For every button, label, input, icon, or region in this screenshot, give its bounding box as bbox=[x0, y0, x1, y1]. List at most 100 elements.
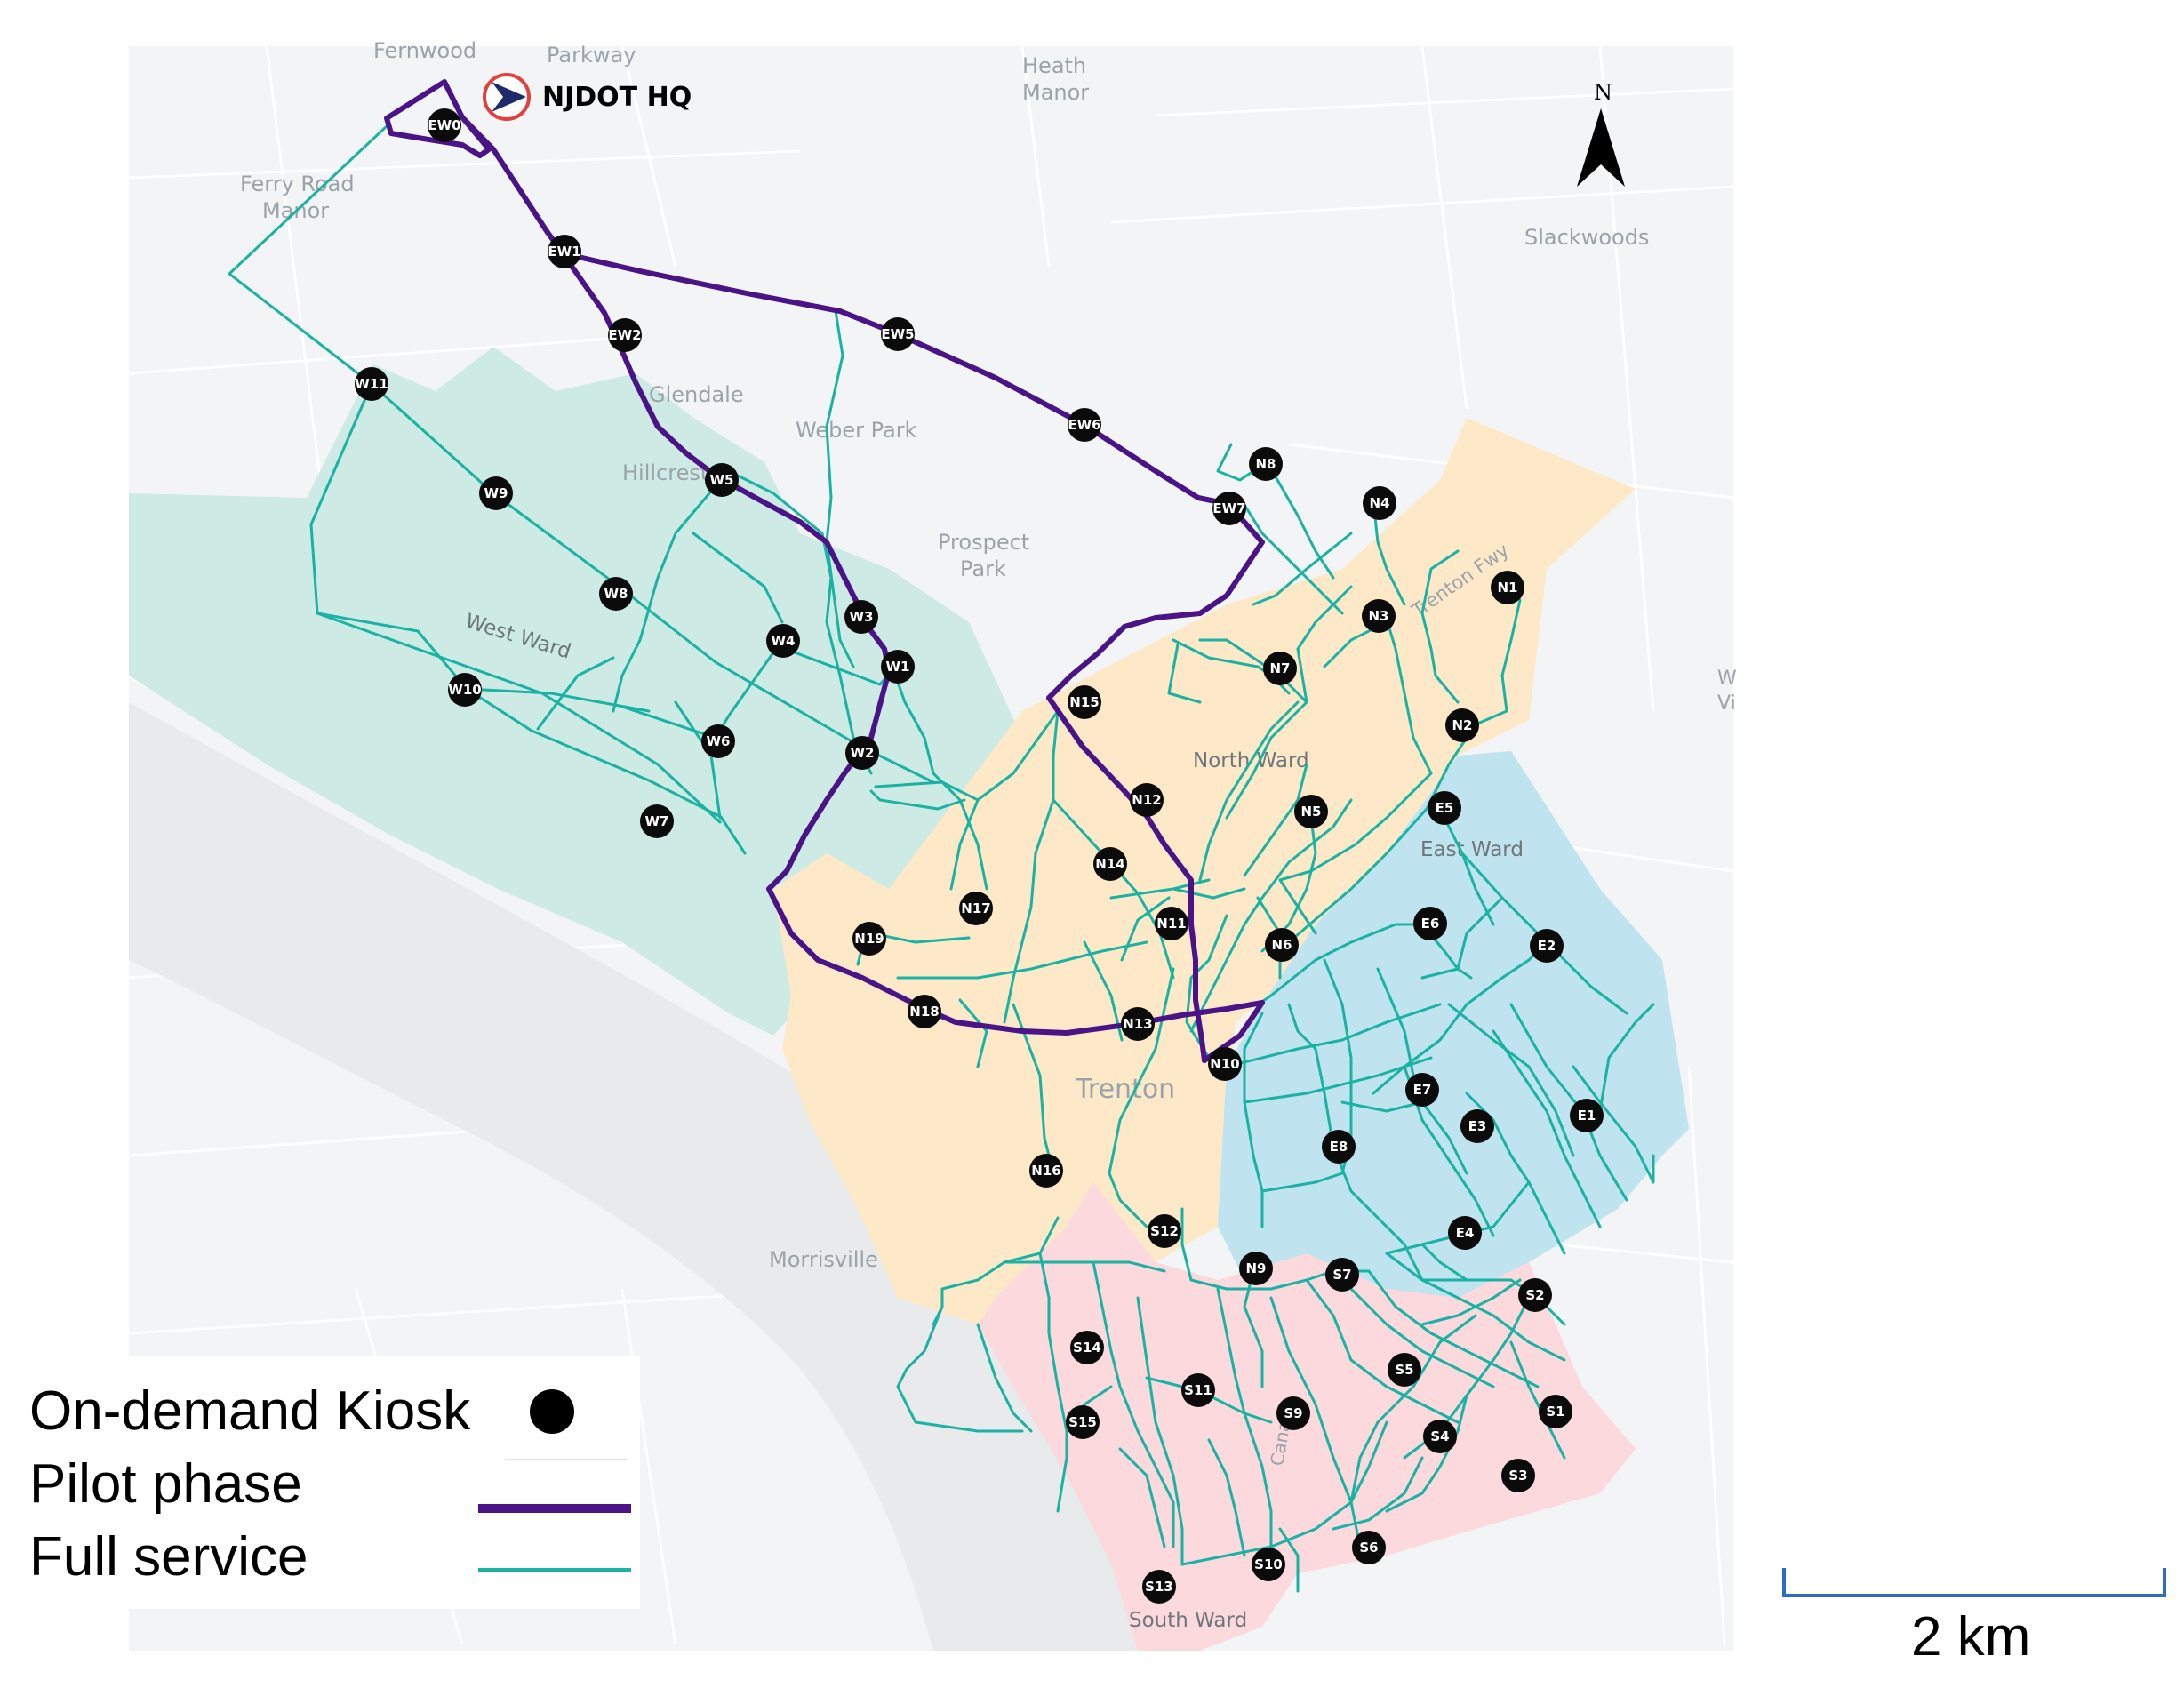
legend-kiosk-label: On-demand Kiosk bbox=[29, 1380, 471, 1442]
kiosk-dot bbox=[1068, 408, 1101, 442]
kiosk-label: S7 bbox=[1332, 1267, 1351, 1283]
kiosk-label: E6 bbox=[1421, 916, 1440, 932]
place-label: Park bbox=[960, 556, 1006, 581]
legend-full-label: Full service bbox=[29, 1526, 308, 1588]
kiosk-dot bbox=[1491, 571, 1524, 604]
kiosk-marker: S15 bbox=[1066, 1405, 1100, 1439]
kiosk-marker: N4 bbox=[1363, 486, 1396, 520]
kiosk-dot bbox=[1322, 1130, 1356, 1164]
kiosk-marker: N12 bbox=[1130, 783, 1164, 817]
kiosk-marker: W8 bbox=[599, 577, 633, 611]
kiosk-marker: EW7 bbox=[1212, 492, 1246, 525]
kiosk-dot bbox=[1029, 1154, 1063, 1188]
kiosk-marker: N14 bbox=[1093, 847, 1127, 881]
kiosk-dot bbox=[1325, 1258, 1359, 1292]
kiosk-marker: W5 bbox=[705, 463, 739, 497]
kiosk-marker: N15 bbox=[1068, 685, 1101, 719]
kiosk-label: W6 bbox=[707, 733, 731, 749]
place-label: Trenton bbox=[1075, 1074, 1175, 1105]
place-label: W bbox=[1717, 668, 1737, 690]
legend-pilot-label: Pilot phase bbox=[29, 1453, 302, 1515]
kiosk-marker: S1 bbox=[1539, 1395, 1572, 1428]
kiosk-marker: W7 bbox=[640, 804, 674, 838]
kiosk-dot bbox=[1448, 1216, 1482, 1250]
kiosk-label: S6 bbox=[1359, 1540, 1378, 1556]
kiosk-marker: S9 bbox=[1276, 1396, 1310, 1430]
kiosk-marker: E1 bbox=[1570, 1099, 1604, 1132]
kiosk-dot bbox=[908, 995, 941, 1028]
kiosk-dot bbox=[1239, 1252, 1273, 1285]
north-label: N bbox=[1594, 80, 1612, 105]
kiosk-label: S9 bbox=[1284, 1405, 1302, 1421]
kiosk-marker: S3 bbox=[1501, 1459, 1535, 1492]
kiosk-dot bbox=[448, 673, 482, 707]
scale-bar-line bbox=[1782, 1568, 2166, 1597]
kiosk-label: S5 bbox=[1395, 1362, 1413, 1378]
kiosk-label: EW6 bbox=[1068, 417, 1100, 433]
kiosk-marker: W2 bbox=[845, 736, 879, 770]
kiosk-dot bbox=[1460, 1109, 1494, 1143]
kiosk-dot bbox=[1276, 1396, 1310, 1430]
kiosk-marker: S10 bbox=[1252, 1548, 1285, 1581]
kiosk-dot bbox=[1530, 929, 1564, 963]
kiosk-dot bbox=[1362, 599, 1396, 633]
kiosk-marker: S13 bbox=[1142, 1570, 1176, 1604]
kiosk-dot bbox=[1142, 1570, 1176, 1604]
kiosk-label: N14 bbox=[1095, 856, 1124, 872]
kiosk-label: W1 bbox=[886, 659, 910, 675]
kiosk-marker: N19 bbox=[852, 922, 886, 956]
kiosk-dot bbox=[844, 600, 878, 634]
kiosk-marker: S14 bbox=[1070, 1331, 1104, 1364]
kiosk-label: E4 bbox=[1456, 1225, 1475, 1241]
kiosk-dot bbox=[1148, 1214, 1181, 1248]
kiosk-dot bbox=[428, 108, 461, 142]
kiosk-dot bbox=[1249, 447, 1283, 481]
kiosk-marker: W4 bbox=[766, 624, 800, 658]
kiosk-label: N2 bbox=[1452, 717, 1473, 733]
kiosk-dot bbox=[479, 476, 513, 510]
kiosk-marker: N2 bbox=[1445, 708, 1479, 742]
kiosk-label: S1 bbox=[1546, 1404, 1564, 1420]
kiosk-marker: EW0 bbox=[428, 108, 461, 142]
kiosk-marker: S6 bbox=[1352, 1531, 1386, 1564]
kiosk-dot bbox=[1252, 1548, 1285, 1581]
kiosk-marker: W3 bbox=[844, 600, 878, 634]
pilot-phase-route bbox=[384, 79, 1265, 1063]
kiosk-label: E8 bbox=[1330, 1139, 1348, 1155]
kiosk-label: W3 bbox=[850, 609, 874, 625]
kiosk-dot bbox=[705, 463, 739, 497]
kiosk-dot bbox=[1539, 1395, 1572, 1428]
kiosk-label: EW2 bbox=[608, 327, 641, 343]
kiosk-dot bbox=[1445, 708, 1479, 742]
place-label: Ferry Road bbox=[240, 172, 355, 196]
scale-label: 2 km bbox=[1911, 1606, 2030, 1668]
kiosk-marker: N11 bbox=[1155, 907, 1188, 940]
kiosk-marker: W1 bbox=[881, 650, 915, 684]
kiosk-label: S13 bbox=[1145, 1579, 1173, 1595]
kiosk-label: EW0 bbox=[428, 117, 460, 133]
kiosk-marker: E8 bbox=[1322, 1130, 1356, 1164]
kiosk-label: N12 bbox=[1132, 792, 1161, 808]
kiosk-marker: N18 bbox=[908, 995, 941, 1028]
kiosk-dot bbox=[1405, 1073, 1439, 1107]
kiosk-marker: E6 bbox=[1413, 907, 1447, 940]
kiosk-dot bbox=[640, 804, 674, 838]
kiosk-marker: N6 bbox=[1265, 928, 1299, 962]
kiosk-marker: E4 bbox=[1448, 1216, 1482, 1250]
kiosk-label: EW7 bbox=[1212, 500, 1245, 516]
kiosk-marker: N3 bbox=[1362, 599, 1396, 633]
kiosk-label: N10 bbox=[1210, 1056, 1239, 1072]
kiosk-label: S4 bbox=[1430, 1428, 1449, 1444]
legend: On-demand Kiosk Pilot phase Full service bbox=[0, 1356, 640, 1609]
kiosk-label: S15 bbox=[1068, 1414, 1097, 1430]
north-arrow-icon bbox=[1577, 108, 1625, 187]
kiosk-label: E2 bbox=[1538, 938, 1556, 954]
kiosk-dot bbox=[1501, 1459, 1535, 1492]
kiosk-dot bbox=[1363, 486, 1396, 520]
kiosk-marker: EW2 bbox=[608, 318, 642, 352]
kiosk-marker: N5 bbox=[1294, 795, 1328, 828]
kiosk-marker: S2 bbox=[1518, 1278, 1552, 1312]
kiosk-dot bbox=[881, 650, 915, 684]
kiosk-marker: EW5 bbox=[881, 317, 915, 351]
